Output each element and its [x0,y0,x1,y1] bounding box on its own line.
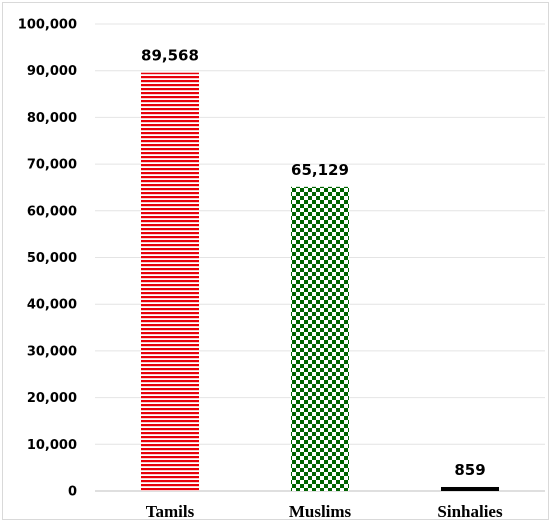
category-label-tamils: Tamils [146,502,195,521]
y-axis-ticks: 0 10,000 20,000 30,000 40,000 50,000 60,000 70,… [18,18,77,500]
y-tick-label: 90,000 [27,64,77,79]
data-label-muslims: 65,129 [291,161,349,179]
bar-tamils [141,72,199,491]
y-tick-label: 50,000 [27,251,77,266]
y-tick-label: 80,000 [27,111,77,126]
y-tick-label: 70,000 [27,158,77,173]
y-tick-label: 20,000 [27,391,77,406]
category-labels: Tamils Muslims Sinhalies [146,502,503,521]
y-tick-label: 60,000 [27,204,77,219]
category-label-muslims: Muslims [289,502,352,521]
y-tick-label: 30,000 [27,344,77,359]
chart-frame [2,2,549,520]
data-label-tamils: 89,568 [141,47,199,65]
y-tick-label: 10,000 [27,438,77,453]
data-label-sinhalies: 859 [454,461,485,479]
y-tick-label: 40,000 [27,298,77,313]
bar-muslims [291,186,349,491]
category-label-sinhalies: Sinhalies [437,502,503,521]
y-tick-label: 100,000 [18,18,77,33]
y-tick-label: 0 [68,485,77,500]
data-labels: 89,568 65,129 859 [141,47,486,479]
bar-sinhalies [441,486,499,491]
bars [141,72,499,491]
